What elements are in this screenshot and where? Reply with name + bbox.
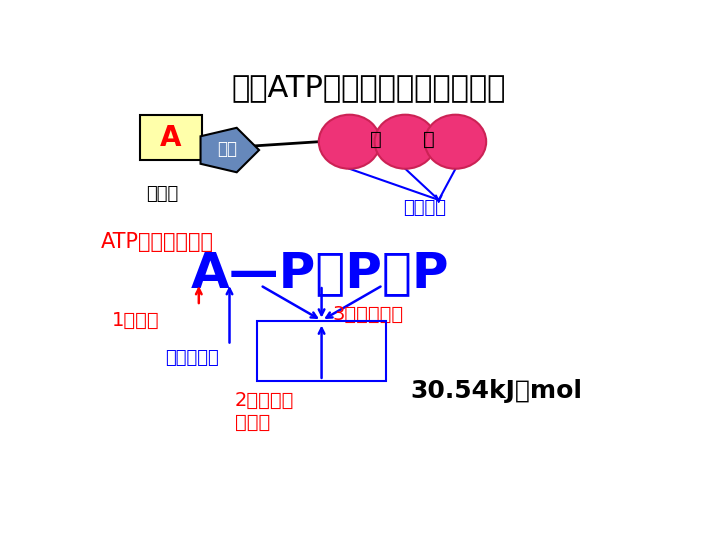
Text: 30.54kJ／mol: 30.54kJ／mol <box>411 379 583 403</box>
Ellipse shape <box>319 114 380 168</box>
Ellipse shape <box>425 114 486 168</box>
Text: A—P～P～P: A—P～P～P <box>190 249 449 296</box>
Text: 2个特殊的
化学键: 2个特殊的 化学键 <box>235 391 294 432</box>
Text: 磷酸基团: 磷酸基团 <box>403 199 446 217</box>
Text: 3个磷酸基团: 3个磷酸基团 <box>333 305 404 324</box>
Text: 1个腺苷: 1个腺苷 <box>112 311 160 330</box>
Bar <box>258 321 386 381</box>
Text: ～: ～ <box>370 130 382 149</box>
Text: ～: ～ <box>423 130 435 149</box>
Text: 核糖: 核糖 <box>217 140 237 158</box>
Polygon shape <box>201 128 259 172</box>
Text: 普通磷酸键: 普通磷酸键 <box>166 349 219 367</box>
Text: ATP的结构简式：: ATP的结构简式： <box>101 232 214 252</box>
Ellipse shape <box>374 114 436 168</box>
Text: A: A <box>160 124 181 152</box>
Text: 腺嘌呤: 腺嘌呤 <box>145 185 178 202</box>
Text: 一、ATP是一种高能磷酸化合物: 一、ATP是一种高能磷酸化合物 <box>232 73 506 102</box>
FancyBboxPatch shape <box>140 114 202 160</box>
